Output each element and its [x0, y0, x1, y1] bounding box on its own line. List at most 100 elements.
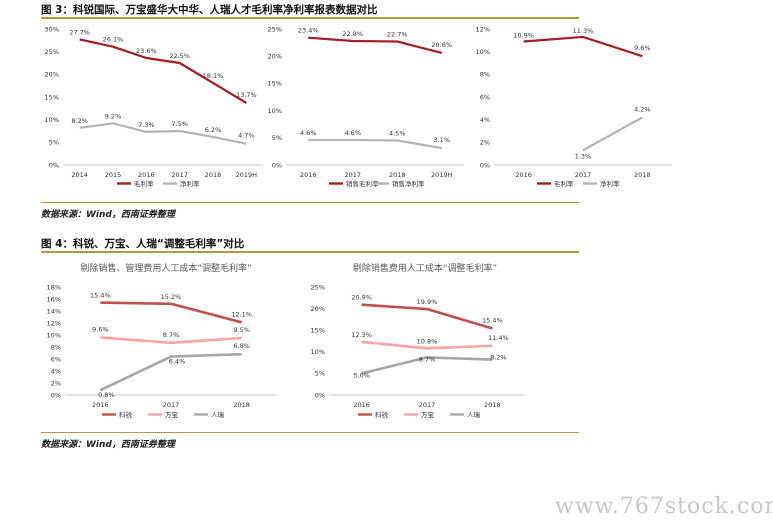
- x-tick-label: 2016: [353, 401, 370, 409]
- y-tick-label: 15%: [268, 80, 282, 88]
- data-label: 27.7%: [69, 28, 90, 36]
- svg-text:毛利率: 毛利率: [554, 179, 574, 188]
- x-tick-label: 2018: [634, 171, 651, 179]
- c1-svg: 0% 5% 10% 15% 20% 25% 30% 2014 2015 2016 2017 2018 2…: [45, 25, 263, 188]
- data-label: 1.3%: [575, 152, 592, 160]
- figure-4-top-rule: [41, 251, 579, 253]
- y-tick-label: 16%: [47, 295, 61, 303]
- series-line-2: [361, 356, 493, 375]
- chart-adjusted-margin-sales-admin: 剔除销售、管理费用人工成本“调整毛利率” 0% 2% 4% 6% 8% 10% 12% 14% 1…: [41, 255, 291, 423]
- data-label: 6.4%: [169, 358, 186, 366]
- data-label: 26.1%: [103, 36, 124, 44]
- x-tick-label: 2014: [71, 171, 88, 179]
- data-label: 4.5%: [389, 130, 406, 138]
- c5-svg: 剔除销售费用人工成本“调整毛利率” 0% 5% 10% 15% 20% 25% 2016 201…: [311, 262, 525, 419]
- y-tick-label: 5%: [272, 134, 282, 142]
- data-label: 18.1%: [203, 72, 224, 80]
- series-line-1: [79, 122, 247, 145]
- figure-3-source: 数据来源：Wind，西南证券整理: [41, 210, 175, 220]
- x-tick-label: 2017: [575, 171, 592, 179]
- data-label: 15.4%: [90, 292, 111, 300]
- y-tick-label: 4%: [51, 367, 61, 375]
- data-label: 9.5%: [233, 326, 250, 334]
- data-label: 4.7%: [238, 132, 255, 140]
- y-tick-label: 0%: [51, 391, 61, 399]
- data-label: 0.8%: [98, 391, 115, 399]
- x-tick-label: 2016: [92, 401, 109, 409]
- x-tick-label: 2018: [233, 401, 250, 409]
- c3-svg: 0% 2% 4% 6% 8% 10% 12% 2016 2017 2018 10.9% 11.3% 9.…: [476, 25, 672, 188]
- data-label: 4.6%: [300, 129, 317, 137]
- y-tick-label: 15%: [45, 93, 59, 101]
- series-line-0: [361, 303, 493, 330]
- data-label: 5.0%: [353, 371, 370, 379]
- y-tick-label: 4%: [480, 116, 490, 124]
- data-label: 11.3%: [573, 27, 594, 35]
- legend-item: 万宝: [404, 410, 435, 419]
- data-label: 10.8%: [417, 337, 438, 345]
- legend-item: 万宝: [148, 410, 179, 419]
- figure-3-top-rule: [41, 17, 579, 19]
- legend-item: 毛利率: [117, 179, 154, 188]
- legend-item: 科锐: [358, 410, 389, 419]
- data-label: 20.9%: [351, 294, 372, 302]
- y-tick-label: 12%: [47, 319, 61, 327]
- legend-item: 科锐: [102, 410, 133, 419]
- figure-4-source: 数据来源：Wind，西南证券整理: [41, 440, 175, 450]
- svg-text:人瑞: 人瑞: [211, 410, 225, 419]
- data-label: 7.5%: [171, 120, 188, 128]
- svg-text:销售毛利率: 销售毛利率: [346, 179, 379, 188]
- svg-text:净利率: 净利率: [180, 179, 200, 188]
- svg-text:科锐: 科锐: [119, 410, 133, 419]
- series-line-2: [99, 352, 242, 392]
- y-tick-label: 0%: [272, 161, 282, 169]
- legend-item: 人瑞: [194, 410, 225, 419]
- watermark: www.767stock.com: [555, 494, 773, 519]
- svg-text:人瑞: 人瑞: [467, 410, 481, 419]
- svg-text:净利率: 净利率: [600, 179, 620, 188]
- y-tick-label: 5%: [49, 139, 59, 147]
- y-tick-label: 10%: [45, 116, 59, 124]
- data-label: 9.6%: [92, 325, 109, 333]
- y-tick-label: 30%: [45, 25, 59, 33]
- x-tick-label: 2018: [205, 171, 222, 179]
- series-line-1: [100, 336, 242, 345]
- data-label: 20.6%: [431, 41, 452, 49]
- y-tick-label: 25%: [45, 48, 59, 56]
- y-tick-label: 20%: [45, 71, 59, 79]
- y-tick-label: 12%: [476, 25, 490, 33]
- x-tick-label: 2016: [300, 171, 317, 179]
- y-tick-label: 8%: [480, 71, 490, 79]
- series-line-0: [523, 35, 643, 58]
- y-tick-label: 25%: [268, 25, 282, 33]
- svg-text:销售净利率: 销售净利率: [392, 179, 425, 188]
- legend-item: 人瑞: [450, 410, 481, 419]
- x-tick-label: 2017: [344, 171, 361, 179]
- y-tick-label: 18%: [47, 283, 61, 291]
- y-tick-label: 2%: [51, 379, 61, 387]
- data-label: 6.2%: [205, 126, 222, 134]
- data-label: 9.2%: [105, 112, 122, 120]
- y-tick-label: 15%: [311, 327, 325, 335]
- x-tick-label: 2018: [484, 401, 501, 409]
- chart-manpower-margins: 0% 5% 10% 15% 20% 25% 2016 2017 2018 2019H 23.4% 22…: [262, 19, 472, 197]
- series-line-1: [582, 116, 643, 152]
- data-label: 23.4%: [298, 27, 319, 35]
- chart-renrui-margins: 0% 2% 4% 6% 8% 10% 12% 2016 2017 2018 10.9% 11.3% 9.…: [470, 19, 680, 197]
- y-tick-label: 20%: [268, 53, 282, 61]
- data-label: 22.7%: [387, 31, 408, 39]
- legend-item: 毛利率: [537, 179, 574, 188]
- x-tick-label: 2018: [389, 171, 406, 179]
- data-label: 12.3%: [351, 331, 372, 339]
- data-label: 7.3%: [138, 121, 155, 129]
- figure-4-title: 图 4：科锐、万宝、人瑞“调整毛利率”对比: [41, 238, 245, 250]
- data-label: 13.7%: [236, 91, 257, 99]
- chart-title: 剔除销售、管理费用人工成本“调整毛利率”: [80, 262, 251, 274]
- data-label: 11.4%: [488, 334, 509, 342]
- x-tick-label: 2015: [105, 171, 122, 179]
- data-label: 10.9%: [513, 31, 534, 39]
- x-tick-label: 2016: [138, 171, 155, 179]
- data-label: 4.6%: [344, 129, 361, 137]
- data-label: 22.8%: [342, 30, 363, 38]
- data-label: 8.7%: [419, 355, 436, 363]
